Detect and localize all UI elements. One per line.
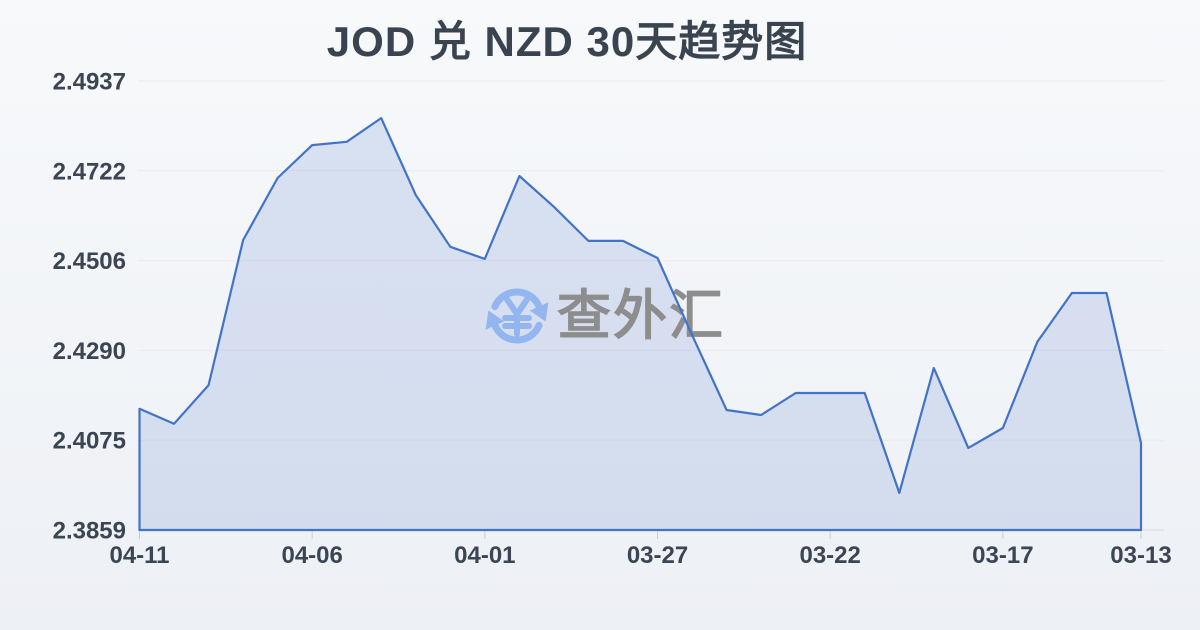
y-axis-labels: 2.4937 2.4722 2.4506 2.4290 2.4075 2.3859 <box>53 69 126 545</box>
y-tick-label: 2.4290 <box>53 338 126 365</box>
x-axis-ticks <box>139 531 1142 539</box>
trend-line <box>138 117 1143 532</box>
watermark-text: 查外汇 <box>557 286 725 346</box>
currency-exchange-icon <box>485 288 549 344</box>
yen-stroke <box>514 295 531 317</box>
x-tick-label: 04-06 <box>281 542 342 569</box>
y-tick-label: 2.4506 <box>53 248 126 275</box>
area-fill <box>139 118 1141 530</box>
x-tick-label: 03-13 <box>1110 542 1171 569</box>
y-tick-label: 2.4075 <box>53 428 126 455</box>
x-tick-label: 03-27 <box>627 542 688 569</box>
yen-stroke <box>503 295 520 317</box>
y-tick-label: 2.3859 <box>53 518 126 545</box>
x-tick-label: 03-17 <box>972 542 1033 569</box>
refresh-arrow-bottom <box>491 321 543 344</box>
x-tick-label: 04-11 <box>109 542 169 569</box>
x-tick-label: 03-22 <box>799 542 860 569</box>
yen-symbol <box>502 295 532 337</box>
arrowhead-left <box>485 310 505 330</box>
chart-title: JOD 兑 NZD 30天趋势图 <box>326 18 808 65</box>
arrowhead-right <box>529 302 549 322</box>
y-tick-label: 2.4722 <box>53 158 126 185</box>
y-tick-label: 2.4937 <box>53 69 126 96</box>
refresh-arrow-top <box>491 288 543 311</box>
watermark: 查外汇 <box>485 286 725 346</box>
x-axis-labels: 04-11 04-06 04-01 03-27 03-22 03-17 03-13 <box>109 542 1171 569</box>
x-tick-label: 04-01 <box>454 542 515 569</box>
